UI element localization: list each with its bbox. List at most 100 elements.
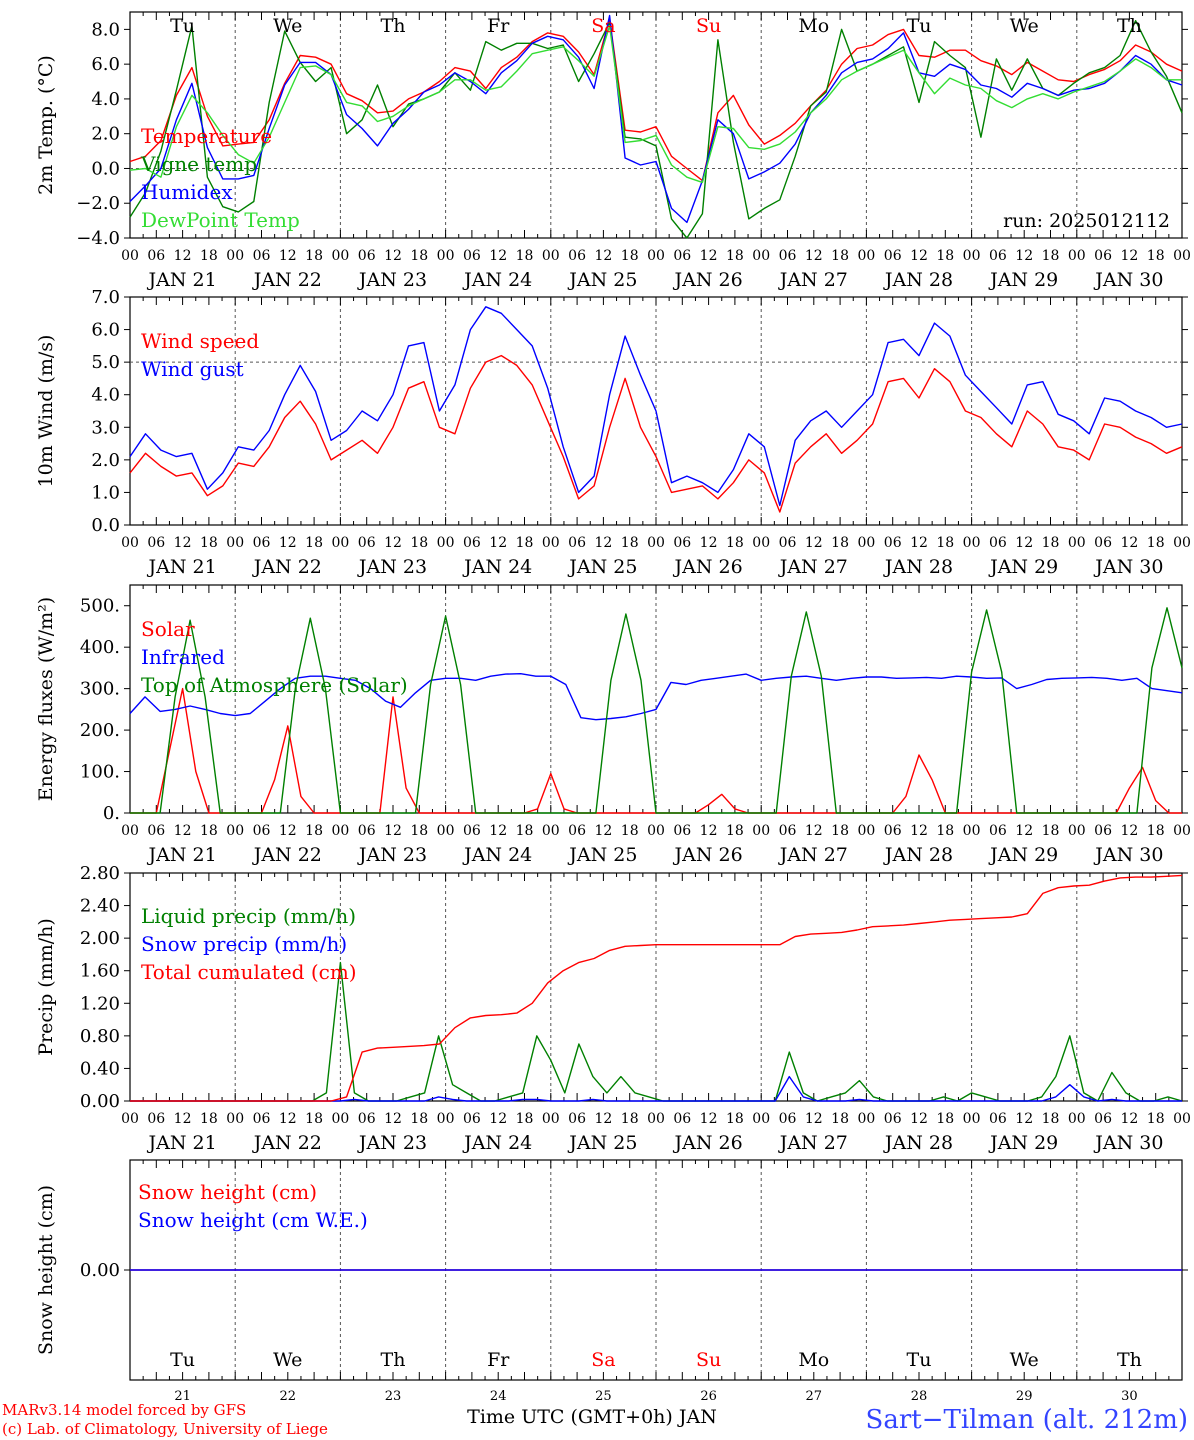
y-tick-label: 300. [80, 679, 120, 700]
date-label: JAN 30 [1093, 844, 1163, 866]
weekday-label: Mo [798, 1349, 829, 1371]
hour-tick-label: 06 [463, 535, 481, 551]
hour-tick-label: 06 [1094, 248, 1112, 264]
hour-tick-label: 00 [752, 248, 770, 264]
hour-tick-label: 12 [700, 535, 718, 551]
y-axis-label: Snow height (cm) [35, 1185, 57, 1355]
hour-tick-label: 00 [752, 823, 770, 839]
legend-entry: Snow height (cm W.E.) [138, 1208, 368, 1232]
weekday-label: Fr [487, 15, 510, 37]
hour-tick-label: 06 [147, 823, 165, 839]
hour-tick-label: 00 [542, 823, 560, 839]
day-number-label: 23 [385, 1389, 402, 1404]
date-label: JAN 26 [673, 844, 743, 866]
hour-tick-label: 12 [489, 823, 507, 839]
series-line-humidex [129, 14, 1183, 224]
hour-tick-label: 00 [121, 1111, 139, 1127]
hour-tick-label: 06 [358, 535, 376, 551]
hour-tick-label: 12 [910, 823, 928, 839]
weekday-label: Mo [798, 15, 829, 37]
hour-tick-label: 06 [673, 1111, 691, 1127]
hour-tick-label: 12 [700, 823, 718, 839]
hour-tick-label: 12 [700, 1111, 718, 1127]
hour-tick-label: 00 [963, 1111, 981, 1127]
hour-tick-label: 12 [910, 248, 928, 264]
hour-tick-label: 06 [568, 1111, 586, 1127]
hour-tick-label: 18 [1147, 823, 1165, 839]
hour-tick-label: 06 [463, 248, 481, 264]
hour-tick-label: 06 [358, 823, 376, 839]
hour-tick-label: 06 [463, 1111, 481, 1127]
hour-tick-label: 12 [805, 823, 823, 839]
hour-tick-label: 12 [1015, 248, 1033, 264]
hour-tick-label: 00 [1068, 823, 1086, 839]
hour-tick-label: 18 [200, 248, 218, 264]
hour-tick-label: 18 [621, 535, 639, 551]
series-line-total-cumulated-cm- [130, 874, 1183, 1102]
date-label: JAN 24 [462, 269, 532, 291]
y-tick-label: 200. [80, 720, 120, 741]
hour-tick-label: 06 [884, 535, 902, 551]
hour-tick-label: 12 [384, 248, 402, 264]
y-axis-label: Energy fluxes (W/m²) [35, 597, 57, 801]
series-line-dewpoint-temp [129, 25, 1182, 184]
hour-tick-label: 06 [1094, 1111, 1112, 1127]
y-tick-label: 100. [80, 762, 120, 783]
hour-tick-label: 06 [568, 248, 586, 264]
hour-tick-label: 06 [568, 535, 586, 551]
date-label: JAN 25 [567, 269, 637, 291]
y-tick-label: 1.60 [80, 961, 120, 982]
hour-tick-label: 00 [647, 823, 665, 839]
date-label: JAN 27 [778, 844, 848, 866]
legend-entry: Snow precip (mm/h) [141, 932, 347, 956]
hour-tick-label: 12 [594, 535, 612, 551]
hour-tick-label: 06 [989, 248, 1007, 264]
hour-tick-label: 18 [621, 1111, 639, 1127]
date-label: JAN 30 [1093, 269, 1163, 291]
hour-tick-label: 18 [516, 1111, 534, 1127]
hour-tick-label: 12 [384, 1111, 402, 1127]
weekday-label: Th [381, 1349, 406, 1371]
hour-tick-label: 00 [857, 535, 875, 551]
date-label: JAN 27 [778, 1132, 848, 1154]
hour-tick-label: 00 [647, 535, 665, 551]
hour-tick-label: 18 [726, 823, 744, 839]
y-tick-label: 2.40 [80, 896, 120, 917]
hour-tick-label: 06 [358, 248, 376, 264]
hour-tick-label: 18 [410, 1111, 428, 1127]
legend-entry: Solar [141, 617, 195, 641]
hour-tick-label: 00 [331, 823, 349, 839]
hour-tick-label: 18 [831, 1111, 849, 1127]
hour-tick-label: 06 [884, 248, 902, 264]
y-tick-label: 3.0 [91, 417, 120, 438]
hour-tick-label: 00 [963, 823, 981, 839]
series-line-wind-gust [129, 306, 1183, 507]
hour-tick-label: 00 [1068, 535, 1086, 551]
series-line-infrared [129, 673, 1183, 721]
legend-entry: Temperature [141, 124, 272, 148]
hour-tick-label: 00 [542, 248, 560, 264]
hour-tick-label: 00 [1173, 535, 1191, 551]
hour-tick-label: 12 [174, 535, 192, 551]
hour-tick-label: 06 [147, 535, 165, 551]
hour-tick-label: 00 [1173, 823, 1191, 839]
hour-tick-label: 18 [305, 248, 323, 264]
y-tick-label: 0.0 [91, 515, 120, 536]
date-label: JAN 30 [1093, 1132, 1163, 1154]
date-label: JAN 26 [673, 556, 743, 578]
date-label: JAN 24 [462, 1132, 532, 1154]
hour-tick-label: 12 [174, 248, 192, 264]
weekday-label: Th [1117, 15, 1142, 37]
hour-tick-label: 06 [884, 1111, 902, 1127]
hour-tick-label: 00 [1068, 1111, 1086, 1127]
hour-tick-label: 12 [805, 1111, 823, 1127]
y-axis-label: Precip (mm/h) [35, 918, 57, 1056]
hour-tick-label: 12 [700, 248, 718, 264]
hour-tick-label: 06 [779, 1111, 797, 1127]
y-tick-label: 2.0 [91, 450, 120, 471]
hour-tick-label: 06 [673, 248, 691, 264]
panel-2: 7.0 6.0 5.0 4.0 3.0 2.0 1.0 0.0 10m Wind (m/s) Wi… [35, 287, 1191, 578]
panel-3: 500. 400. 300. 200. 100. 0. Energy fluxes (W/m… [35, 584, 1191, 866]
day-number-label: 26 [700, 1389, 717, 1404]
